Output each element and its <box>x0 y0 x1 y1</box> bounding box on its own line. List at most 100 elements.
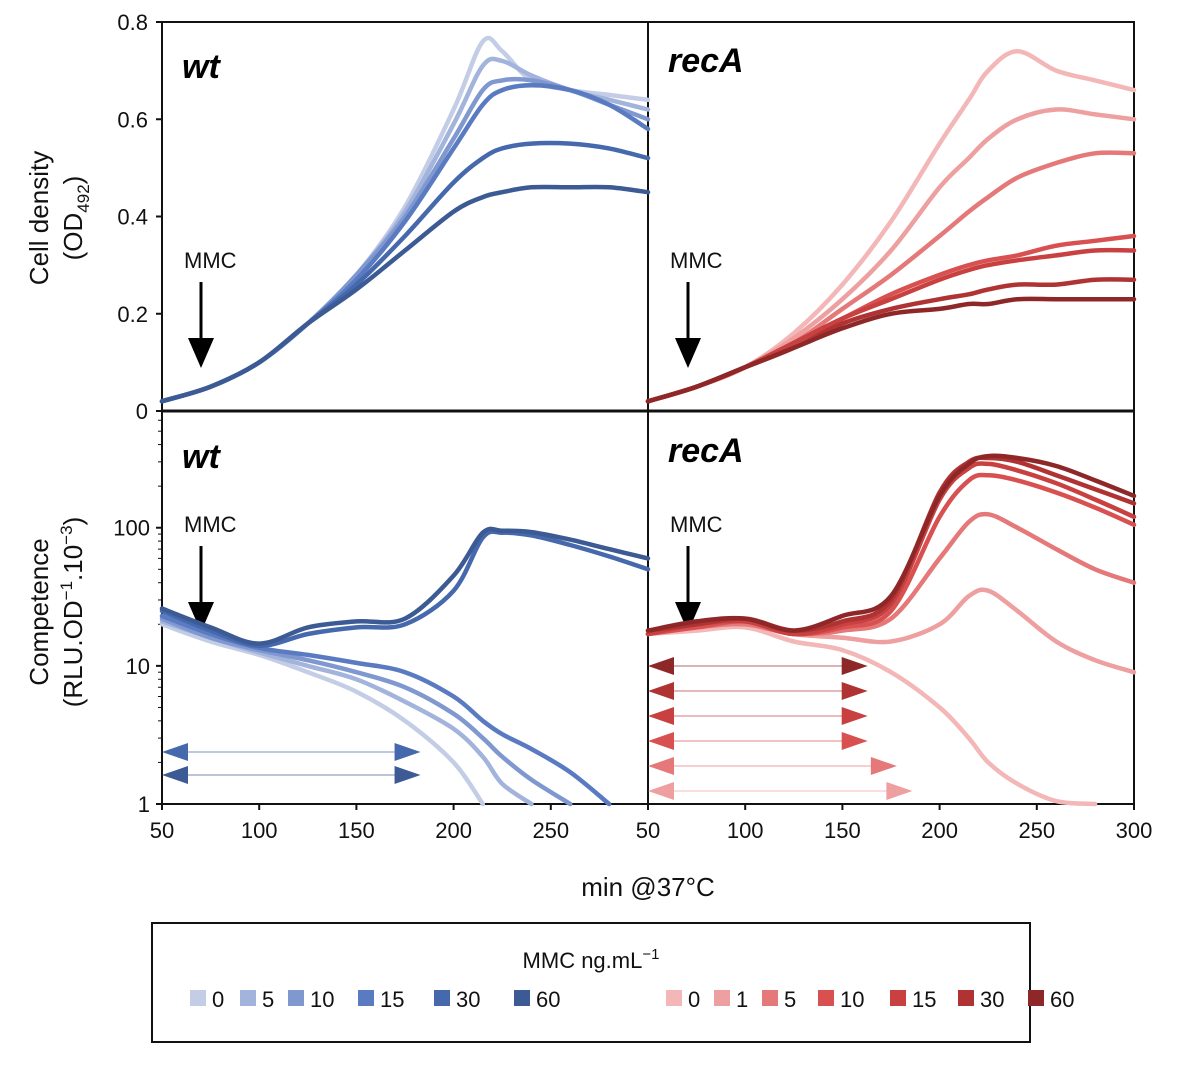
legend-swatch-15 <box>358 990 374 1006</box>
legend-label: 15 <box>380 987 404 1012</box>
x-axis-label: min @37°C <box>581 872 715 902</box>
y-tick-label-top: 0.6 <box>117 107 148 132</box>
window-arrow-left-1 <box>648 782 674 800</box>
window-arrow-left-5 <box>648 757 674 775</box>
window-arrow-left-60 <box>162 766 188 784</box>
competence-window-arrows <box>162 657 913 800</box>
panel-title-top-right: recA <box>668 42 744 80</box>
panel-title-bottom-left: wt <box>182 438 221 476</box>
series-line-top-right-60 <box>645 296 1137 404</box>
x-tick-label: 250 <box>1018 818 1055 843</box>
y-tick-label-top: 0.4 <box>117 205 148 230</box>
legend-swatch-0 <box>190 990 206 1006</box>
panel-title-bottom-right: recA <box>668 432 744 470</box>
window-arrow-right-1 <box>886 782 913 800</box>
series-line-bottom-left-60 <box>159 526 651 646</box>
legend-label: 60 <box>536 987 560 1012</box>
legend-label: 0 <box>688 987 700 1012</box>
series-line-bottom-right-10 <box>645 472 1137 637</box>
axis-ticks: 0 0.2 0.4 0.6 0.8 1 10 100 50 100 150 200 250 50 100 15… <box>113 10 1152 843</box>
legend-swatch-60 <box>1028 990 1044 1006</box>
legend-label: 5 <box>262 987 274 1012</box>
series-line-top-right-0 <box>645 48 1137 404</box>
legend-title: MMC ng.mL−1 <box>523 946 660 973</box>
y-axis-label-bottom-line2: (RLU.OD−1.10−3) <box>57 517 88 708</box>
window-arrow-left-30 <box>648 682 674 700</box>
y-tick-label-bottom: 1 <box>138 792 150 817</box>
series-line-top-left-60 <box>159 184 651 404</box>
legend-label: 10 <box>310 987 334 1012</box>
mmc-label: MMC <box>670 512 723 537</box>
window-arrow-right-60 <box>394 766 421 784</box>
x-tick-label: 300 <box>1116 818 1153 843</box>
mmc-arrow-head <box>188 602 214 632</box>
y-axis-label-top-line1: Cell density <box>24 151 54 285</box>
legend-swatch-5 <box>240 990 256 1006</box>
mmc-label: MMC <box>670 248 723 273</box>
legend-label: 10 <box>840 987 864 1012</box>
legend-box <box>151 922 1031 1043</box>
series-line-bottom-right-60 <box>645 453 1137 633</box>
y-tick-label-bottom: 100 <box>113 516 150 541</box>
mmc-label: MMC <box>184 512 237 537</box>
legend-label: 1 <box>736 987 748 1012</box>
window-arrow-right-60 <box>841 657 868 675</box>
series-line-top-right-5 <box>645 150 1137 404</box>
x-tick-label: 50 <box>150 818 174 843</box>
legend-swatch-30 <box>958 990 974 1006</box>
x-tick-label: 100 <box>241 818 278 843</box>
window-arrow-right-15 <box>841 707 868 725</box>
window-arrow-right-5 <box>870 757 897 775</box>
legend-swatch-1 <box>714 990 730 1006</box>
legend: MMC ng.mL−1 0 5 10 15 30 60 0 1 5 10 15 30 60 <box>151 922 1074 1043</box>
window-arrow-left-10 <box>648 732 674 750</box>
mmc-annotation-bottom-right: MMC <box>670 512 723 632</box>
window-arrow-right-30 <box>394 743 421 761</box>
window-arrow-left-30 <box>162 743 188 761</box>
x-tick-label: 250 <box>532 818 569 843</box>
legend-label: 60 <box>1050 987 1074 1012</box>
legend-label: 30 <box>980 987 1004 1012</box>
series-line-bottom-left-10 <box>159 616 573 807</box>
x-tick-label: 50 <box>636 818 660 843</box>
series-line-bottom-right-5 <box>645 511 1137 637</box>
y-axis-label-bottom-line1: Competence <box>24 538 54 685</box>
legend-swatch-30 <box>434 990 450 1006</box>
series-line-top-left-5 <box>159 56 651 404</box>
y-axis-label-bottom: Competence (RLU.OD−1.10−3) <box>24 517 88 708</box>
mmc-arrow-head <box>675 602 701 632</box>
mmc-label: MMC <box>184 248 237 273</box>
window-arrow-left-15 <box>648 707 674 725</box>
x-tick-label: 100 <box>727 818 764 843</box>
legend-swatch-10 <box>288 990 304 1006</box>
mmc-annotation-top-left: MMC <box>184 248 237 368</box>
x-tick-label: 150 <box>338 818 375 843</box>
series-line-top-left-10 <box>159 76 651 404</box>
window-arrow-left-60 <box>648 657 674 675</box>
series-line-bottom-left-30 <box>159 529 651 648</box>
legend-label: 0 <box>212 987 224 1012</box>
legend-label: 5 <box>784 987 796 1012</box>
legend-swatch-0 <box>666 990 682 1006</box>
y-tick-label-top: 0 <box>136 399 148 424</box>
legend-swatch-60 <box>514 990 530 1006</box>
y-axis-label-top-line2: (OD492) <box>58 176 93 261</box>
legend-swatch-10 <box>818 990 834 1006</box>
mmc-annotation-top-right: MMC <box>670 248 723 368</box>
y-axis-label-top: Cell density (OD492) <box>24 151 93 285</box>
window-arrow-right-30 <box>841 682 868 700</box>
x-tick-label: 200 <box>921 818 958 843</box>
legend-items: 0 5 10 15 30 60 0 1 5 10 15 30 60 <box>190 987 1074 1012</box>
legend-swatch-15 <box>890 990 906 1006</box>
mmc-arrow-head <box>675 338 701 368</box>
series-line-bottom-left-0 <box>159 622 486 807</box>
y-tick-label-bottom: 10 <box>126 654 150 679</box>
mmc-annotation-bottom-left: MMC <box>184 512 237 632</box>
x-tick-label: 200 <box>435 818 472 843</box>
legend-label: 30 <box>456 987 480 1012</box>
legend-label: 15 <box>912 987 936 1012</box>
data-lines <box>159 35 1137 807</box>
series-line-top-left-15 <box>159 82 651 404</box>
mmc-arrow-head <box>188 338 214 368</box>
